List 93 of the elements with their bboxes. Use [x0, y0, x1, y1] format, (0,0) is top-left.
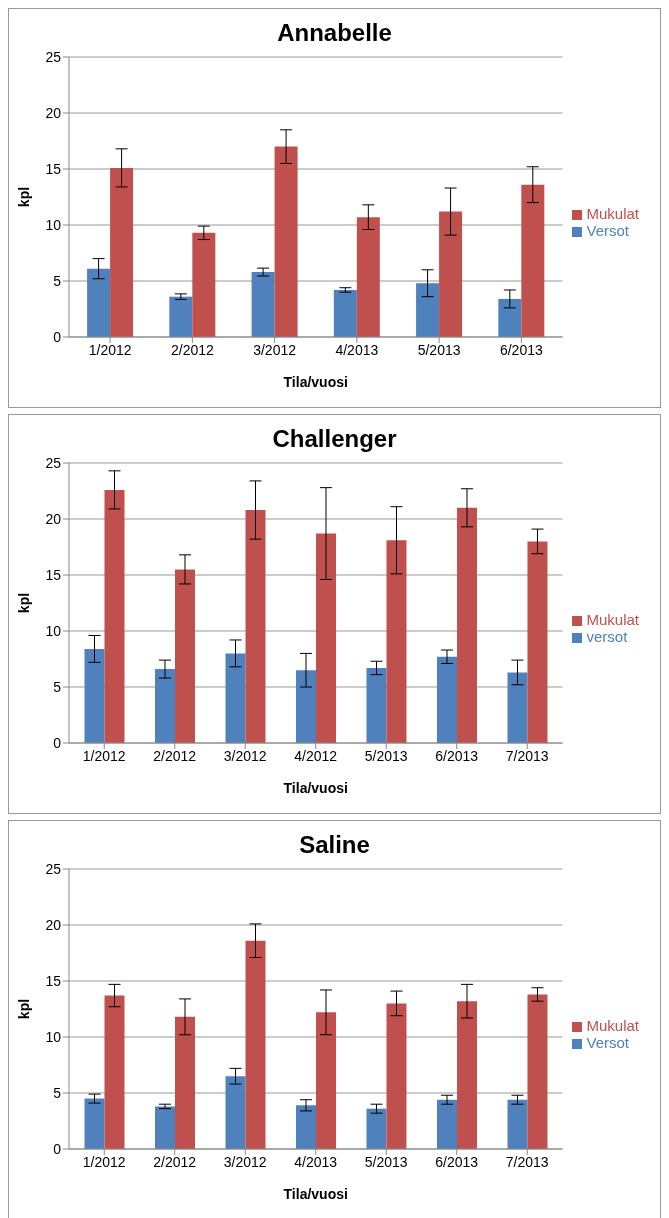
x-tick-label: 2/2012 [153, 747, 197, 764]
y-tick-label: 15 [45, 566, 62, 583]
bar [507, 672, 528, 743]
y-tick-label: 10 [45, 1028, 62, 1045]
y-tick-label: 5 [53, 272, 62, 289]
y-tick-label: 0 [53, 1140, 62, 1157]
y-tick-label: 10 [45, 216, 62, 233]
x-tick-label: 4/2012 [294, 747, 338, 764]
bar [366, 1108, 387, 1149]
bar [84, 1098, 105, 1149]
x-tick-label: 2/2012 [153, 1153, 197, 1170]
bar [316, 533, 336, 743]
x-tick-label: 7/2013 [505, 747, 549, 764]
legend-label: Mukulat [586, 1017, 639, 1034]
x-tick-label: 7/2013 [505, 1153, 549, 1170]
bar [507, 1099, 528, 1149]
x-tick-label: 3/2012 [253, 341, 297, 358]
bar [175, 569, 195, 743]
legend-label: Mukulat [586, 611, 639, 628]
bar [366, 667, 387, 743]
chart-title: Annabelle [276, 19, 393, 47]
bar [274, 146, 298, 337]
bar [225, 1076, 246, 1149]
legend-label: Mukulat [586, 205, 639, 222]
y-tick-label: 25 [45, 48, 62, 65]
bar [316, 1012, 336, 1149]
chart-title: Saline [298, 831, 371, 859]
x-axis-title: Tila/vuosi [283, 780, 348, 796]
bar [416, 283, 440, 337]
y-tick-label: 20 [45, 510, 62, 527]
y-tick-label: 10 [45, 622, 62, 639]
bar [436, 656, 457, 743]
bar [155, 669, 175, 743]
bar [169, 296, 193, 337]
legend-label: Versot [586, 1034, 629, 1051]
y-tick-label: 0 [53, 328, 62, 345]
x-tick-label: 3/2012 [223, 747, 267, 764]
x-tick-label: 6/2013 [435, 1153, 479, 1170]
y-tick-label: 20 [45, 104, 62, 121]
bar [245, 940, 266, 1149]
x-tick-label: 4/2013 [335, 341, 379, 358]
y-axis-title: kpl [15, 186, 32, 208]
bar [296, 670, 316, 743]
x-tick-label: 1/2012 [82, 1153, 126, 1170]
bar [296, 1105, 316, 1149]
x-tick-label: 5/2013 [417, 341, 461, 358]
y-tick-label: 20 [45, 916, 62, 933]
bar [333, 289, 357, 337]
bar [87, 268, 111, 337]
y-tick-label: 0 [53, 734, 62, 751]
bar [104, 995, 125, 1149]
bar [225, 653, 246, 743]
bar [386, 1003, 407, 1149]
bar [527, 994, 548, 1149]
y-axis-title: kpl [15, 592, 32, 614]
bar [498, 298, 522, 337]
x-tick-label: 4/2013 [294, 1153, 338, 1170]
bar [386, 540, 407, 743]
bar [521, 184, 545, 337]
y-tick-label: 5 [53, 1084, 62, 1101]
chart-title: Challenger [271, 425, 398, 453]
bar [456, 507, 477, 743]
bar [251, 272, 275, 337]
bar [175, 1016, 195, 1149]
x-tick-label: 2/2012 [170, 341, 214, 358]
bar [527, 541, 548, 743]
x-tick-label: 6/2013 [499, 341, 543, 358]
y-tick-label: 15 [45, 160, 62, 177]
y-axis-title: kpl [15, 998, 32, 1020]
legend-label: versot [586, 628, 628, 645]
y-tick-label: 5 [53, 678, 62, 695]
bar [110, 167, 134, 337]
y-tick-label: 25 [45, 860, 62, 877]
y-tick-label: 25 [45, 454, 62, 471]
bar [104, 489, 125, 743]
x-tick-label: 3/2012 [223, 1153, 267, 1170]
x-tick-label: 5/2013 [364, 747, 408, 764]
x-axis-title: Tila/vuosi [283, 374, 348, 390]
bar [456, 1001, 477, 1149]
bar [245, 510, 266, 743]
bar [436, 1099, 457, 1149]
x-axis-title: Tila/vuosi [283, 1186, 348, 1202]
bar [192, 232, 216, 337]
bar [439, 211, 463, 337]
x-tick-label: 6/2013 [435, 747, 479, 764]
legend-label: Versot [586, 222, 629, 239]
x-tick-label: 1/2012 [82, 747, 126, 764]
x-tick-label: 1/2012 [88, 341, 132, 358]
bar [155, 1106, 175, 1149]
bar [84, 648, 105, 743]
x-tick-label: 5/2013 [364, 1153, 408, 1170]
y-tick-label: 15 [45, 972, 62, 989]
bar [356, 217, 380, 337]
